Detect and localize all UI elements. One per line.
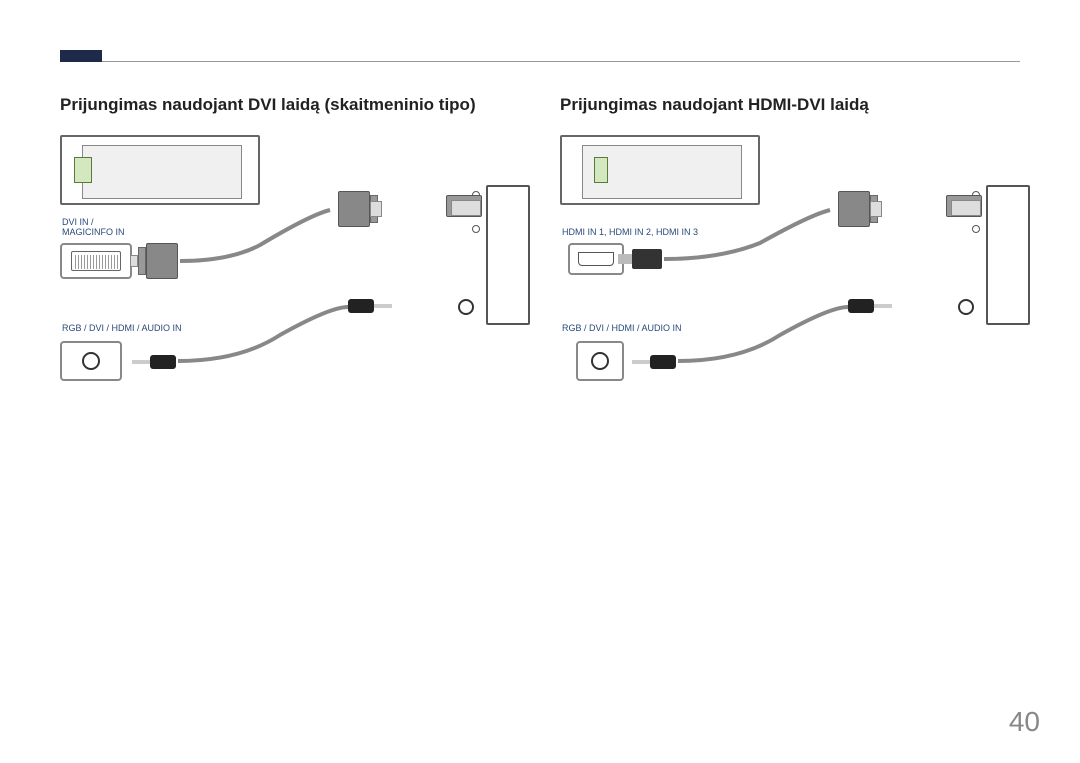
section-hdmi-dvi: Prijungimas naudojant HDMI-DVI laidą HDM… <box>560 95 1030 415</box>
header-divider <box>102 61 1020 62</box>
header-accent-bar <box>60 50 102 62</box>
cables-svg-right <box>560 135 1030 415</box>
cables-svg-left <box>60 135 530 415</box>
diagram-left: DVI IN / MAGICINFO IN RGB / DVI / HDMI /… <box>60 135 530 415</box>
section-dvi: Prijungimas naudojant DVI laidą (skaitme… <box>60 95 530 415</box>
section-title-right: Prijungimas naudojant HDMI-DVI laidą <box>560 95 1030 115</box>
diagram-right: HDMI IN 1, HDMI IN 2, HDMI IN 3 RGB / DV… <box>560 135 1030 415</box>
section-title-left: Prijungimas naudojant DVI laidą (skaitme… <box>60 95 530 115</box>
page-number: 40 <box>1009 706 1040 738</box>
